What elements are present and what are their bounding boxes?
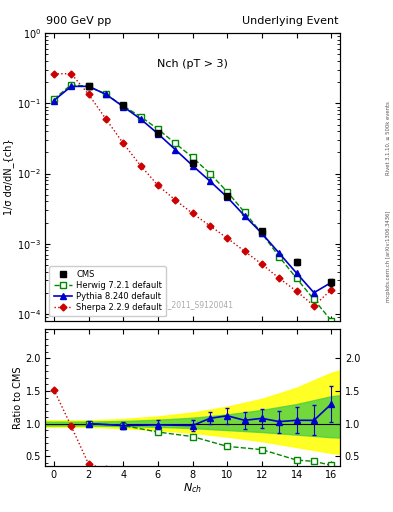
Y-axis label: 1/σ dσ/dN_{ch}: 1/σ dσ/dN_{ch} [3,139,14,215]
X-axis label: $N_{ch}$: $N_{ch}$ [183,481,202,495]
Text: Nch (pT > 3): Nch (pT > 3) [157,59,228,69]
Text: Rivet 3.1.10, ≥ 500k events: Rivet 3.1.10, ≥ 500k events [386,101,391,175]
Y-axis label: Ratio to CMS: Ratio to CMS [13,366,23,429]
Text: 900 GeV pp: 900 GeV pp [46,15,112,26]
Legend: CMS, Herwig 7.2.1 default, Pythia 8.240 default, Sherpa 2.2.9 default: CMS, Herwig 7.2.1 default, Pythia 8.240 … [50,266,166,316]
Text: Underlying Event: Underlying Event [242,15,339,26]
Text: CMS_2011_S9120041: CMS_2011_S9120041 [152,300,233,309]
Text: mcplots.cern.ch [arXiv:1306.3436]: mcplots.cern.ch [arXiv:1306.3436] [386,210,391,302]
